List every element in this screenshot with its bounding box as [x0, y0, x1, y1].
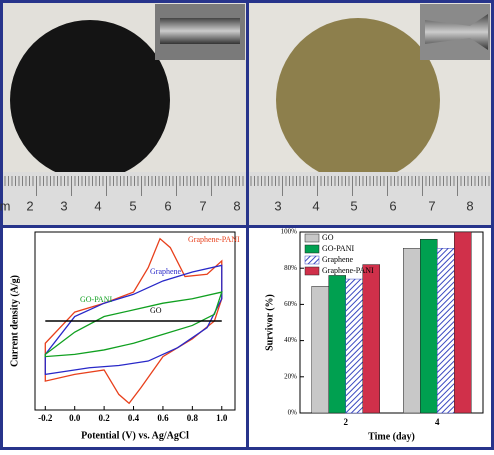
cv-curve [44, 291, 223, 358]
y-tick-label: 60% [284, 300, 297, 308]
legend-label: Graphene [322, 255, 354, 264]
x-tick-label: 0.4 [128, 413, 140, 423]
legend-swatch [304, 244, 320, 254]
bar [362, 264, 380, 414]
photo-right [249, 3, 491, 225]
legend-swatch [304, 233, 320, 243]
legend-label: Graphene-PANI [322, 266, 374, 275]
y-tick-label: 0% [288, 409, 298, 417]
x-tick-label: 0.2 [98, 413, 110, 423]
ruler-label: 6 [164, 198, 171, 213]
x-axis-label: Time (day) [368, 431, 415, 442]
y-axis-label: Survivor (%) [264, 294, 275, 351]
ruler-label: 5 [129, 198, 136, 213]
bar [311, 286, 329, 414]
photo-left [3, 3, 246, 225]
ruler-label: 6 [389, 198, 396, 213]
series-label: Graphene [150, 267, 182, 276]
cv-curve [44, 264, 223, 376]
x-tick-label: 0.0 [69, 413, 81, 423]
legend-label: GO-PANI [322, 244, 354, 253]
legend-swatch [304, 255, 320, 265]
legend-label: GO [322, 233, 334, 242]
x-tick-label: 0.8 [187, 413, 199, 423]
ruler-label: 4 [312, 198, 319, 213]
ruler-label: m [0, 198, 10, 213]
ruler-label: 5 [350, 198, 357, 213]
x-tick-label: 1.0 [216, 413, 228, 423]
x-tick-label: 4 [435, 417, 440, 427]
x-axis-label: Potential (V) vs. Ag/AgCl [81, 430, 189, 441]
ruler-label: 8 [466, 198, 473, 213]
ruler-label: 2 [26, 198, 33, 213]
series-label: GO-PANI [80, 295, 112, 304]
ruler-label: 7 [199, 198, 206, 213]
ruler-label: 7 [428, 198, 435, 213]
plot-frame [299, 231, 484, 414]
y-tick-label: 40% [284, 336, 297, 344]
y-tick-label: 20% [284, 372, 297, 380]
series-label: GO [150, 306, 162, 315]
series-label: Graphene-PANI [188, 235, 240, 244]
bar [403, 248, 421, 414]
bar [437, 248, 455, 414]
x-tick-label: 2 [344, 417, 349, 427]
bar [345, 278, 363, 414]
y-tick-label: 100% [281, 228, 298, 236]
legend-swatch [304, 266, 320, 276]
ruler-label: 3 [274, 198, 281, 213]
bar [328, 275, 346, 414]
ruler-label: 3 [60, 198, 67, 213]
y-axis-label: Current density (A/g) [9, 275, 20, 367]
ruler-label: 8 [233, 198, 240, 213]
plot-frame [34, 231, 236, 411]
x-tick-label: 0.6 [157, 413, 169, 423]
y-tick-label: 80% [284, 264, 297, 272]
x-tick-label: -0.2 [38, 413, 53, 423]
ruler-label: 4 [94, 198, 101, 213]
bar [454, 231, 472, 414]
bar [420, 238, 438, 414]
